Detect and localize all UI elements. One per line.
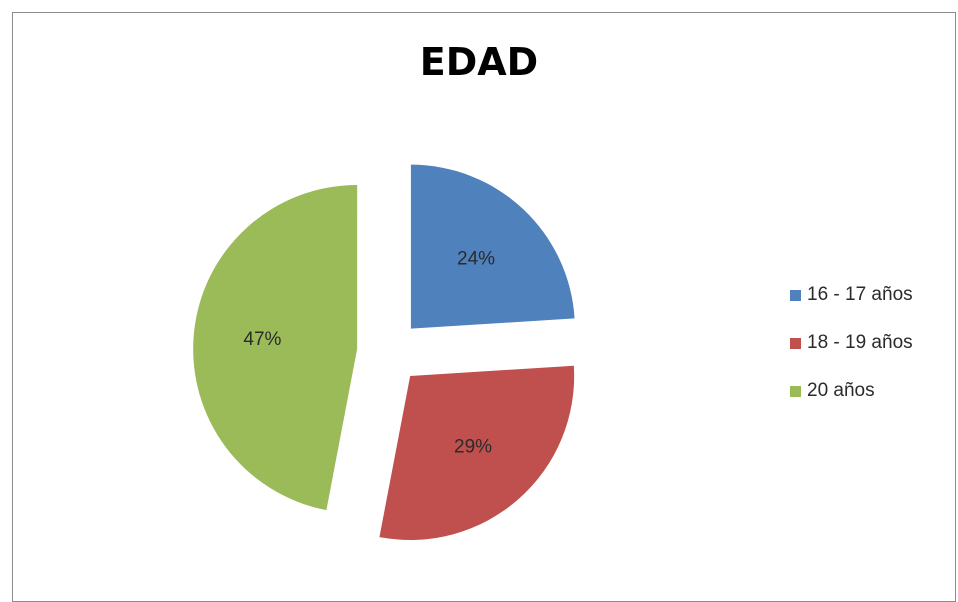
legend-swatch-2	[790, 337, 801, 349]
chart-legend: 16 - 17 años 18 - 19 años 20 años	[790, 283, 913, 427]
legend-label-3: 20 años	[807, 380, 875, 401]
legend-label-1: 16 - 17 años	[807, 284, 913, 305]
chart-title: EDAD	[419, 40, 539, 84]
pie-slice-1	[410, 164, 575, 329]
pie-slice-3	[193, 184, 358, 511]
legend-item-2: 18 - 19 años	[790, 331, 913, 355]
legend-item-3: 20 años	[790, 379, 913, 403]
legend-label-2: 18 - 19 años	[807, 332, 913, 353]
legend-item-1: 16 - 17 años	[790, 283, 913, 307]
pie-slice-2	[379, 365, 575, 541]
slice-data-label-3: 47%	[243, 329, 281, 350]
slice-data-label-2: 29%	[454, 436, 492, 457]
slice-data-label-1: 24%	[457, 248, 495, 269]
legend-swatch-3	[790, 385, 801, 397]
legend-swatch-1	[790, 289, 801, 301]
pie-chart: 24% 29% 47%	[193, 164, 575, 541]
